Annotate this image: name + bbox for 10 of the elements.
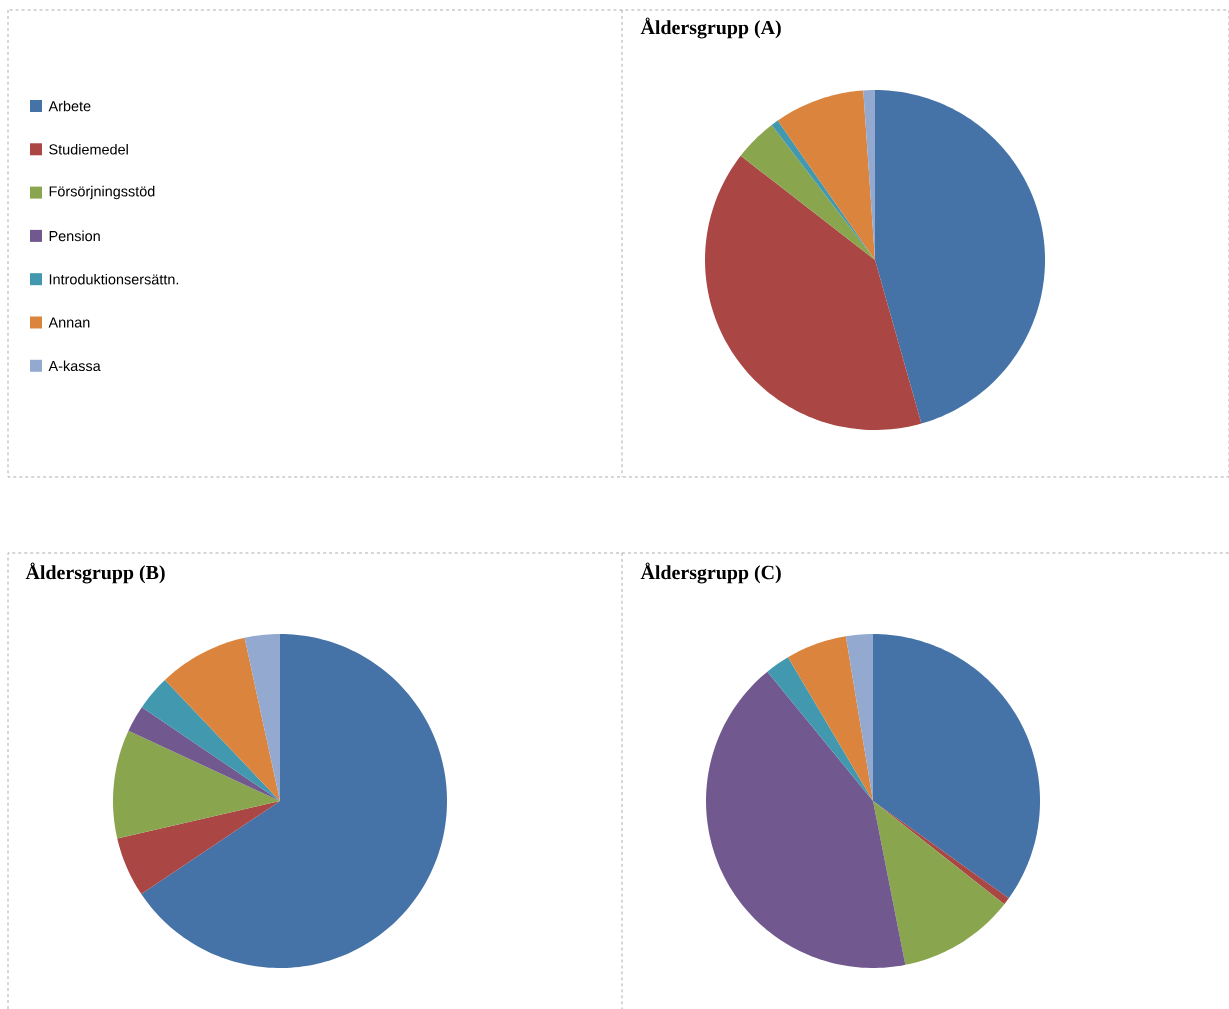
chart-title: Åldersgrupp (A)	[640, 17, 781, 39]
legend-label: Försörjningsstöd	[49, 185, 155, 200]
legend-label: Pension	[49, 230, 100, 242]
legend-label: Studiemedel	[49, 143, 128, 155]
chart-title: Åldersgrupp (B)	[25, 562, 165, 584]
chart-title: Åldersgrupp (C)	[640, 562, 781, 584]
legend-label: Introduktionsersättn.	[49, 273, 179, 285]
legend-label: Annan	[48, 317, 90, 328]
legend-label: Arbete	[48, 100, 91, 112]
legend-label: A-kassa	[48, 360, 101, 372]
